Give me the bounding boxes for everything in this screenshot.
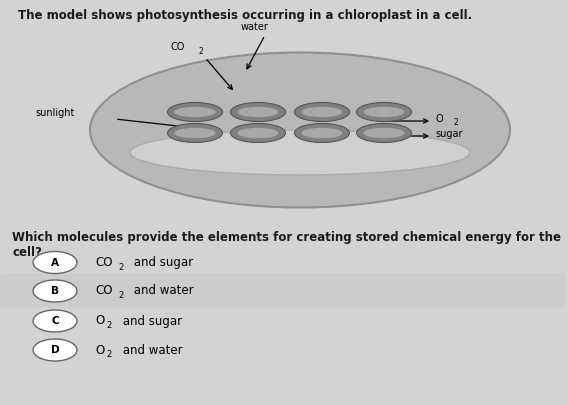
- Text: O: O: [435, 114, 442, 124]
- Text: A: A: [51, 258, 59, 267]
- Text: CO: CO: [95, 284, 112, 298]
- Ellipse shape: [364, 107, 404, 117]
- Text: 2: 2: [118, 291, 123, 300]
- Text: The model shows photosynthesis occurring in a chloroplast in a cell.: The model shows photosynthesis occurring…: [18, 9, 472, 22]
- Ellipse shape: [90, 53, 510, 207]
- Text: Which molecules provide the elements for creating stored chemical energy for the: Which molecules provide the elements for…: [12, 231, 561, 259]
- Text: 2: 2: [107, 321, 112, 330]
- Text: 2: 2: [118, 262, 123, 271]
- Ellipse shape: [174, 128, 216, 138]
- Text: and sugar: and sugar: [119, 315, 182, 328]
- Text: O: O: [95, 315, 105, 328]
- Text: B: B: [51, 286, 59, 296]
- Circle shape: [33, 339, 77, 361]
- Ellipse shape: [168, 102, 223, 122]
- FancyBboxPatch shape: [0, 273, 565, 307]
- Text: 2: 2: [453, 118, 458, 127]
- Ellipse shape: [294, 124, 349, 143]
- Text: D: D: [51, 345, 59, 355]
- Ellipse shape: [302, 107, 343, 117]
- Text: and water: and water: [119, 343, 182, 356]
- Circle shape: [33, 252, 77, 273]
- Text: and sugar: and sugar: [130, 256, 193, 269]
- Circle shape: [33, 280, 77, 302]
- Text: and water: and water: [130, 284, 194, 298]
- Ellipse shape: [168, 124, 223, 143]
- Ellipse shape: [357, 124, 411, 143]
- Ellipse shape: [294, 102, 349, 122]
- Circle shape: [33, 310, 77, 332]
- Ellipse shape: [237, 128, 279, 138]
- Text: 2: 2: [107, 350, 112, 359]
- Ellipse shape: [302, 128, 343, 138]
- Text: 2: 2: [198, 47, 203, 56]
- Ellipse shape: [364, 128, 404, 138]
- Text: C: C: [51, 316, 59, 326]
- Text: sugar: sugar: [435, 129, 462, 139]
- Ellipse shape: [357, 102, 411, 122]
- Ellipse shape: [231, 124, 286, 143]
- Ellipse shape: [174, 107, 216, 117]
- Text: sunlight: sunlight: [35, 107, 74, 117]
- Ellipse shape: [237, 107, 279, 117]
- Text: CO: CO: [95, 256, 112, 269]
- Ellipse shape: [231, 102, 286, 122]
- Text: water: water: [241, 23, 269, 32]
- Text: O: O: [95, 343, 105, 356]
- Text: CO: CO: [170, 43, 185, 53]
- Ellipse shape: [130, 130, 470, 175]
